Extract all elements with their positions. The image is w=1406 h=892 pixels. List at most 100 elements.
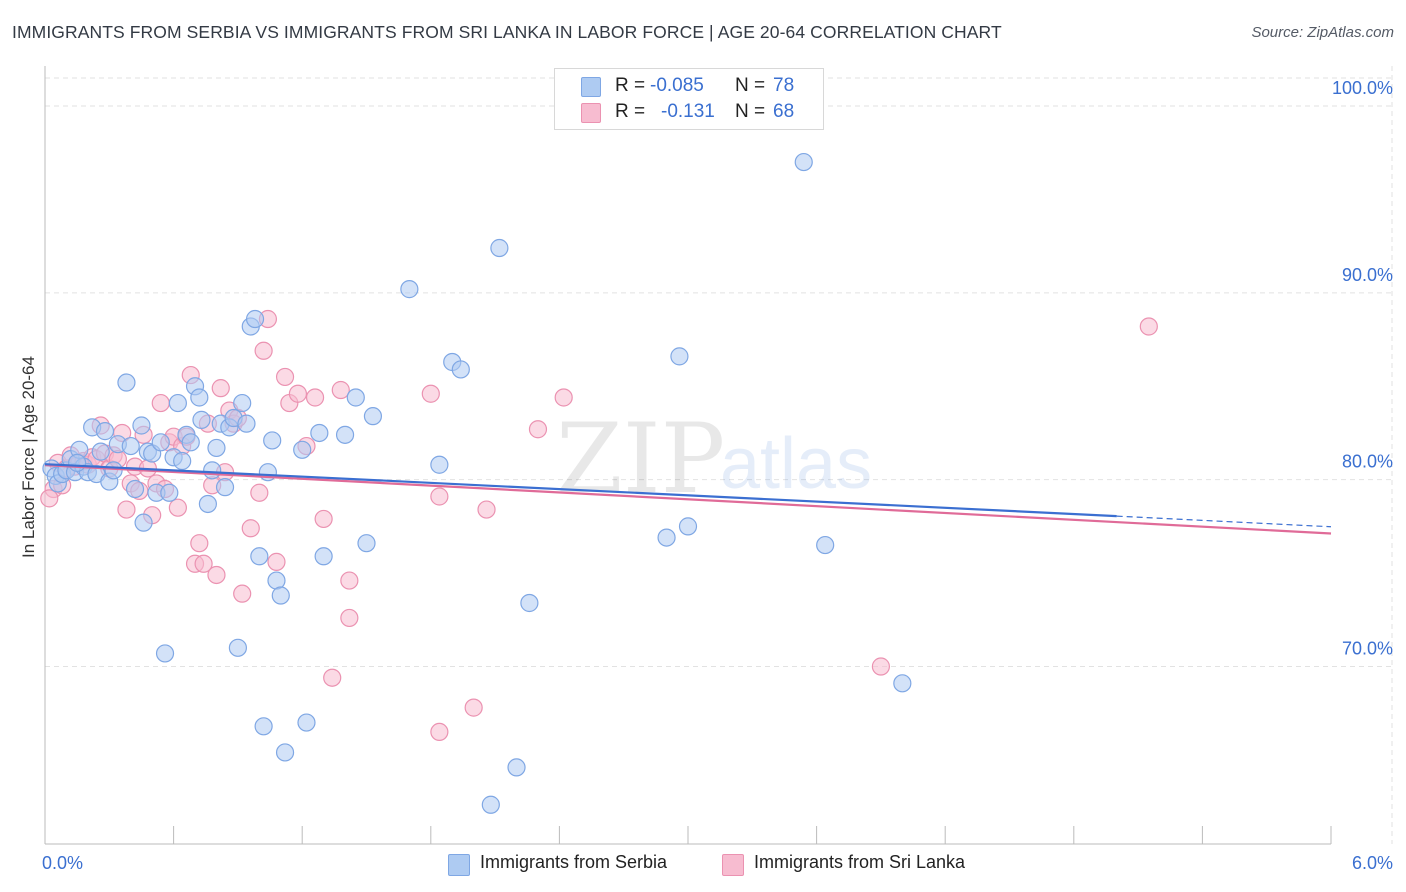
point-srilanka [1139,317,1158,336]
point-serbia [173,451,192,471]
point-srilanka [207,565,226,585]
legend-n-value-srilanka: 68 [773,101,795,122]
point-serbia [104,461,123,480]
point-srilanka [168,498,187,517]
point-srilanka [340,608,359,628]
point-serbia [346,388,365,407]
point-serbia [657,528,676,547]
point-serbia [121,436,140,456]
point-srilanka [528,420,548,439]
point-srilanka [314,509,333,529]
x-tick-label: 6.0% [1352,853,1393,873]
y-tick-label: 80.0% [1342,452,1393,472]
point-serbia [168,393,187,413]
point-serbia [215,478,235,497]
point-serbia [430,455,449,474]
series-legend: Immigrants from Serbia Immigrants from S… [0,852,1406,878]
point-serbia [363,407,383,426]
point-serbia [507,758,526,777]
point-serbia [357,534,376,553]
point-serbia [95,422,115,441]
point-srilanka [275,367,295,387]
legend-n-value-serbia: 78 [773,75,795,96]
point-serbia [481,795,500,814]
point-serbia [134,513,153,532]
x-tick-label: 0.0% [42,853,83,873]
point-srilanka [288,384,308,403]
point-srilanka [151,393,170,413]
legend-swatch-serbia [581,77,601,97]
point-serbia [293,440,312,459]
point-serbia [275,743,295,762]
point-serbia [670,347,689,366]
point-serbia [678,517,698,536]
point-srilanka [267,552,286,571]
point-srilanka [871,657,891,676]
point-srilanka [190,534,209,553]
point-serbia [132,416,151,435]
point-srilanka [554,388,573,407]
point-serbia [198,494,217,514]
point-srilanka [233,584,252,603]
point-serbia [245,309,265,329]
point-serbia [117,373,136,392]
point-serbia [254,717,273,736]
point-serbia [68,453,87,472]
point-serbia [490,238,509,258]
point-serbia [794,152,813,172]
axes [44,66,1332,845]
point-srilanka [254,341,273,360]
point-serbia [297,713,316,732]
legend-label-serbia: Immigrants from Serbia [480,852,668,872]
point-serbia [263,431,282,450]
point-srilanka [464,698,483,717]
trend-line-serbia-extension [1116,515,1332,528]
point-srilanka [477,500,496,519]
legend-r-value-serbia: -0.085 [650,75,704,96]
chart-title: IMMIGRANTS FROM SERBIA VS IMMIGRANTS FRO… [12,22,1002,42]
point-serbia [125,479,145,499]
correlation-legend: R = -0.085 N = 78 R = -0.131 N = 68 [554,68,824,130]
point-serbia [203,461,222,480]
point-srilanka [250,483,269,502]
point-serbia [155,644,175,663]
point-srilanka [340,571,359,590]
point-serbia [520,593,539,613]
legend-swatch-serbia [448,854,470,876]
point-srilanka [430,722,449,742]
watermark-atlas: atlas [720,424,872,504]
trend-line-serbia [44,463,1117,518]
watermark-zip: ZIP [556,403,725,515]
trend-line-srilanka [44,464,1332,535]
point-srilanka [241,519,260,538]
point-srilanka [323,668,342,687]
y-tick-label: 90.0% [1342,265,1393,285]
point-srilanka [117,500,136,519]
point-serbia [451,360,470,379]
legend-swatch-srilanka [722,854,744,876]
point-serbia [228,638,247,657]
point-srilanka [430,487,449,506]
legend-r-label: R = [615,75,646,96]
point-srilanka [305,388,325,407]
y-tick-label: 100.0% [1332,78,1393,98]
point-serbia [233,393,252,413]
point-serbia [314,547,333,566]
point-serbia [207,438,226,458]
point-srilanka [194,554,213,573]
legend-n-label: N = [735,101,766,122]
series-srilanka-points [40,309,1158,742]
point-serbia [91,442,110,461]
point-serbia [400,280,419,299]
point-serbia [192,410,211,429]
point-srilanka [40,489,59,508]
grid-lines [45,66,1393,844]
legend-n-label: N = [735,75,766,96]
point-srilanka [211,379,230,398]
point-serbia [160,483,179,502]
point-serbia [237,414,256,433]
legend-label-srilanka: Immigrants from Sri Lanka [754,852,966,872]
source-label: Source: ZipAtlas.com [1251,24,1394,41]
point-serbia [181,433,200,452]
